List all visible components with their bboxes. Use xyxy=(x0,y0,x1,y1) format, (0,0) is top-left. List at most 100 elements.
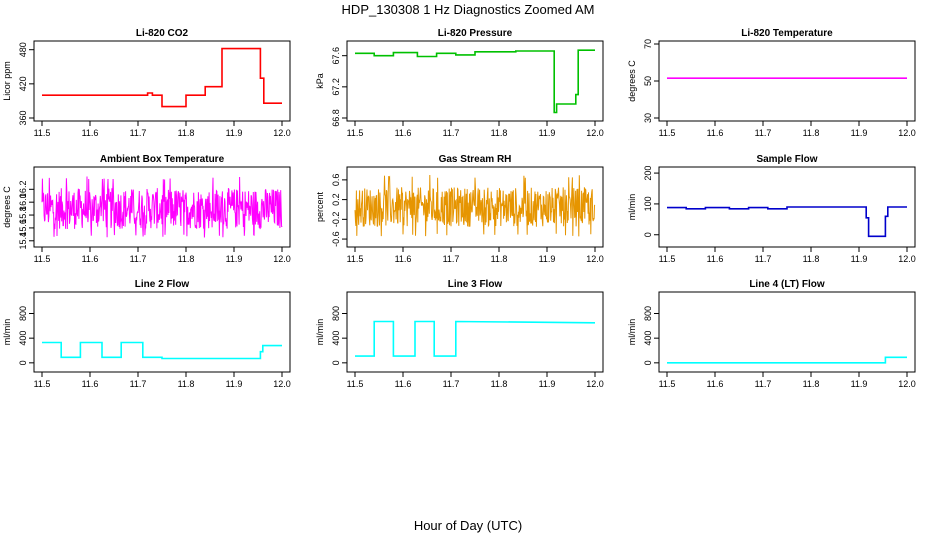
x-tick-label: 11.9 xyxy=(851,128,868,138)
x-tick-label: 11.9 xyxy=(226,128,243,138)
x-tick-label: 12.0 xyxy=(898,128,916,138)
y-tick-label: 0.6 xyxy=(331,174,341,187)
series-line xyxy=(41,176,283,238)
x-tick-label: 12.0 xyxy=(273,379,291,389)
x-tick-label: 11.5 xyxy=(659,254,676,264)
plot-frame xyxy=(658,40,916,122)
y-tick-label: 16.2 xyxy=(18,181,28,199)
x-tick-label: 11.6 xyxy=(707,379,724,389)
y-axis-label: ml/min xyxy=(627,194,637,221)
y-tick-label: 420 xyxy=(18,76,28,91)
panel-title: Sample Flow xyxy=(756,154,817,165)
panel-title: Line 3 Flow xyxy=(448,279,503,290)
plot-frame xyxy=(33,291,291,373)
x-tick-label: 11.8 xyxy=(491,379,508,389)
plot-frame xyxy=(346,291,604,373)
page-title: HDP_130308 1 Hz Diagnostics Zoomed AM xyxy=(341,2,595,17)
y-tick-label: 67.6 xyxy=(331,47,341,65)
x-tick-label: 11.6 xyxy=(707,254,724,264)
y-axis-label: degrees C xyxy=(2,186,12,228)
x-tick-label: 11.7 xyxy=(755,379,772,389)
x-tick-label: 11.5 xyxy=(34,254,51,264)
plot-frame xyxy=(346,166,604,248)
x-tick-label: 11.7 xyxy=(755,128,772,138)
x-tick-label: 11.6 xyxy=(395,254,412,264)
panel-title: Ambient Box Temperature xyxy=(100,154,225,165)
x-tick-label: 12.0 xyxy=(586,254,604,264)
y-axis-label: ml/min xyxy=(627,319,637,346)
x-tick-label: 12.0 xyxy=(898,254,916,264)
chart-panel: Li-820 CO2 11.5 11.6 11.7 11.8 11.9 12.0 360 420… xyxy=(2,28,291,138)
x-tick-label: 12.0 xyxy=(586,379,604,389)
x-tick-label: 11.9 xyxy=(226,254,243,264)
x-tick-label: 11.7 xyxy=(130,254,147,264)
x-tick-label: 11.7 xyxy=(443,254,460,264)
chart-panel: Ambient Box Temperature 11.5 11.6 11.7 11.8 1… xyxy=(2,154,291,264)
x-tick-label: 11.9 xyxy=(226,379,243,389)
x-tick-label: 11.6 xyxy=(395,379,412,389)
y-tick-label: 100 xyxy=(643,196,653,211)
chart-panel: Sample Flow 11.5 11.6 11.7 11.8 11.9 12.0 0 100 2… xyxy=(627,154,916,264)
y-tick-label: 0 xyxy=(643,360,653,365)
plot-frame xyxy=(658,166,916,248)
x-tick-label: 11.9 xyxy=(539,128,556,138)
panel-title: Line 2 Flow xyxy=(135,279,190,290)
y-tick-label: 400 xyxy=(643,331,653,346)
y-tick-label: 480 xyxy=(18,42,28,57)
chart-panel: Li-820 Pressure 11.5 11.6 11.7 11.8 11.9 12.0 6… xyxy=(315,28,604,138)
y-tick-label: 16.0 xyxy=(18,193,28,211)
x-tick-label: 11.6 xyxy=(395,128,412,138)
x-tick-label: 11.9 xyxy=(539,254,556,264)
series-line xyxy=(354,174,596,237)
y-tick-label: 0 xyxy=(331,360,341,365)
chart-panel: Line 3 Flow 11.5 11.6 11.7 11.8 11.9 12.0 0 400 8… xyxy=(315,279,604,389)
plot-frame xyxy=(346,40,604,122)
y-tick-label: 50 xyxy=(643,76,653,86)
panel-title: Li-820 Temperature xyxy=(741,28,833,39)
chart-panel: Gas Stream RH 11.5 11.6 11.7 11.8 11.9 12.0 -0.… xyxy=(315,154,604,264)
chart-panel: Li-820 Temperature 11.5 11.6 11.7 11.8 11.9 12… xyxy=(627,28,916,138)
x-tick-label: 11.6 xyxy=(82,379,99,389)
x-tick-label: 11.8 xyxy=(178,128,195,138)
x-tick-label: 11.8 xyxy=(178,379,195,389)
panel-title: Line 4 (LT) Flow xyxy=(749,279,825,290)
y-tick-label: 400 xyxy=(331,331,341,346)
y-axis-label: ml/min xyxy=(2,319,12,346)
x-tick-label: 11.7 xyxy=(443,379,460,389)
y-tick-label: 15.4 xyxy=(18,232,28,250)
y-axis-label: ml/min xyxy=(315,319,325,346)
x-tick-label: 11.5 xyxy=(347,379,364,389)
y-axis-label: degrees C xyxy=(627,60,637,102)
y-tick-label: -0.6 xyxy=(331,231,341,247)
x-tick-label: 11.7 xyxy=(130,128,147,138)
x-tick-label: 11.9 xyxy=(851,254,868,264)
y-tick-label: 360 xyxy=(18,110,28,125)
x-tick-label: 11.7 xyxy=(130,379,147,389)
y-axis-label: kPa xyxy=(315,73,325,89)
y-tick-label: 66.8 xyxy=(331,109,341,127)
x-tick-label: 11.5 xyxy=(659,379,676,389)
x-tick-label: 11.9 xyxy=(851,379,868,389)
panel-title: Li-820 CO2 xyxy=(136,28,189,39)
y-tick-label: 0.2 xyxy=(331,193,341,206)
y-tick-label: 400 xyxy=(18,331,28,346)
y-tick-label: 800 xyxy=(643,306,653,321)
x-tick-label: 12.0 xyxy=(898,379,916,389)
series-line xyxy=(42,47,282,108)
y-tick-label: 67.2 xyxy=(331,78,341,96)
x-tick-label: 12.0 xyxy=(586,128,604,138)
x-tick-label: 11.5 xyxy=(347,254,364,264)
x-tick-label: 12.0 xyxy=(273,128,291,138)
chart-panel: Line 4 (LT) Flow 11.5 11.6 11.7 11.8 11.9 12.0… xyxy=(627,279,916,389)
x-tick-label: 11.8 xyxy=(803,379,820,389)
x-tick-label: 11.6 xyxy=(707,128,724,138)
y-tick-label: 30 xyxy=(643,113,653,123)
x-tick-label: 11.8 xyxy=(491,128,508,138)
y-tick-label: -0.2 xyxy=(331,212,341,228)
x-tick-label: 11.7 xyxy=(755,254,772,264)
x-tick-label: 11.8 xyxy=(803,254,820,264)
panel-title: Li-820 Pressure xyxy=(438,28,513,39)
x-tick-label: 11.8 xyxy=(491,254,508,264)
x-tick-label: 11.5 xyxy=(34,128,51,138)
